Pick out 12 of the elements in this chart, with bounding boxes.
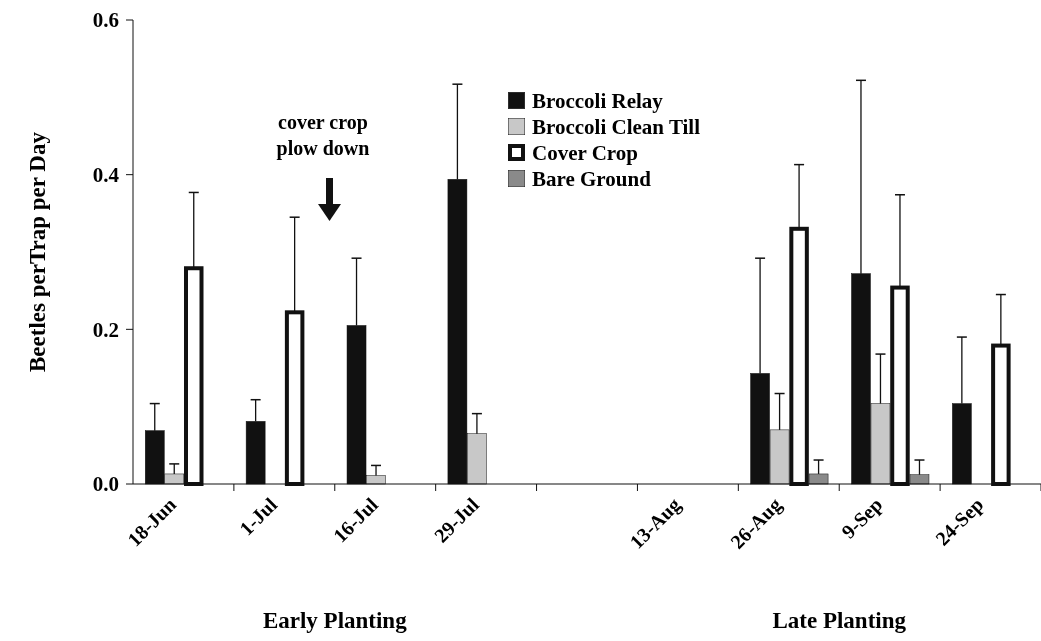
legend-label: Bare Ground: [532, 167, 652, 192]
text: Early Planting: [262, 608, 408, 633]
annotation: cover crop plow down: [276, 111, 370, 160]
legend-label: Cover Crop: [532, 141, 638, 166]
y-axis-title: Beetles perTrap per Day: [25, 131, 50, 372]
y-tick-label: 0.0: [92, 472, 119, 497]
text: Late Planting: [772, 608, 907, 633]
legend-label: Broccoli Clean Till: [532, 115, 701, 140]
y-tick-label: 0.2: [92, 317, 119, 342]
y-tick-label: 0.4: [92, 163, 120, 188]
legend-label: Broccoli Relay: [532, 89, 664, 114]
y-tick-label: 0.6: [92, 8, 119, 33]
